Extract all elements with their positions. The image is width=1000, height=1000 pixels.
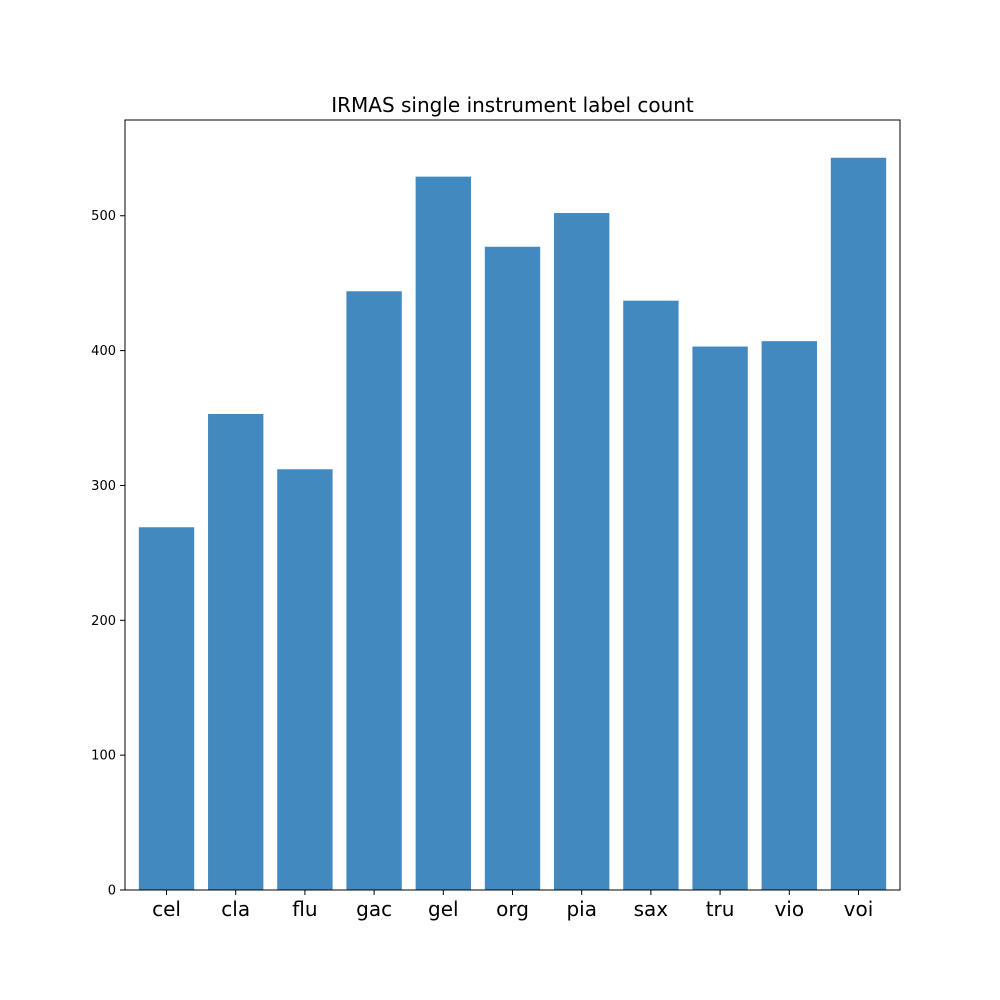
bar-cel bbox=[138, 527, 195, 890]
y-tick-label: 300 bbox=[91, 479, 116, 494]
x-tick-label-voi: voi bbox=[844, 897, 874, 921]
bars-group bbox=[138, 157, 887, 891]
x-tick-label-gac: gac bbox=[356, 897, 392, 921]
x-tick-label-sax: sax bbox=[634, 897, 669, 921]
x-tick-label-org: org bbox=[496, 897, 529, 921]
bar-vio bbox=[761, 341, 817, 890]
chart-title: IRMAS single instrument label count bbox=[331, 93, 694, 117]
bar-sax bbox=[623, 300, 679, 890]
x-tick-label-pia: pia bbox=[566, 897, 597, 921]
y-tick-label: 100 bbox=[91, 749, 116, 764]
bar-tru bbox=[692, 346, 748, 890]
bar-cla bbox=[208, 413, 264, 890]
x-tick-label-cel: cel bbox=[152, 897, 181, 921]
x-axis: cel cla flu gac gel org pia sax tru vio voi bbox=[152, 890, 873, 921]
x-tick-label-flu: flu bbox=[292, 897, 317, 921]
bar-flu bbox=[277, 469, 333, 890]
y-axis: 0 100 200 300 400 500 bbox=[91, 209, 125, 899]
y-tick-label: 200 bbox=[91, 614, 116, 629]
bar-gel bbox=[415, 176, 471, 890]
bar-org bbox=[484, 246, 541, 890]
bar-gac bbox=[346, 291, 402, 890]
bar-voi bbox=[830, 157, 887, 890]
y-tick-label: 0 bbox=[108, 884, 116, 899]
plot-frame bbox=[124, 119, 901, 891]
x-tick-label-gel: gel bbox=[428, 897, 459, 921]
y-tick-label: 500 bbox=[91, 209, 116, 224]
y-tick-label: 400 bbox=[91, 344, 116, 359]
x-tick-label-vio: vio bbox=[774, 897, 804, 921]
x-tick-label-cla: cla bbox=[221, 897, 250, 921]
x-tick-label-tru: tru bbox=[706, 897, 735, 921]
bar-pia bbox=[554, 213, 610, 891]
